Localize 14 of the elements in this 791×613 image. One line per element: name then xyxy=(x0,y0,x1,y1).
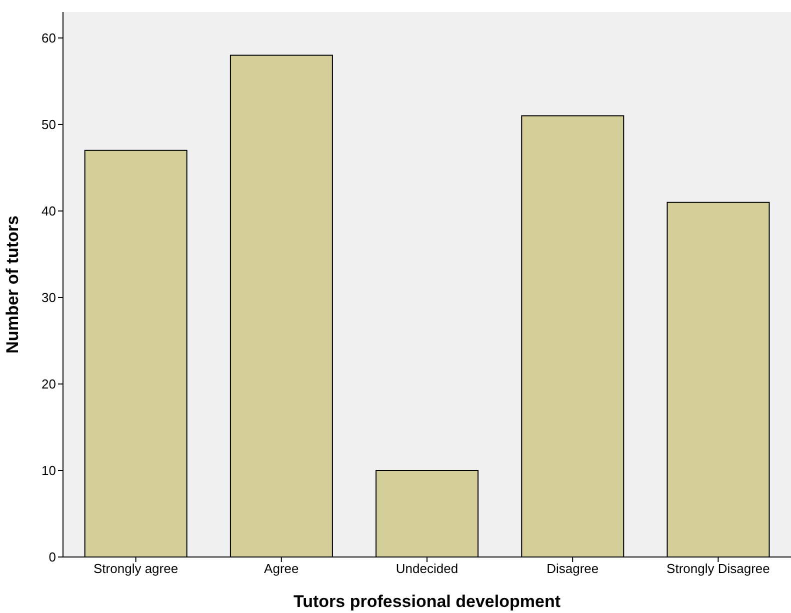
y-tick-label: 60 xyxy=(42,30,56,46)
y-tick-label: 40 xyxy=(42,204,56,219)
x-tick-label: Undecided xyxy=(396,561,458,576)
y-tick-label: 30 xyxy=(42,290,56,306)
y-axis-title: Number of tutors xyxy=(3,216,22,354)
x-tick-label: Strongly agree xyxy=(94,561,178,576)
x-tick-label: Agree xyxy=(264,561,299,576)
x-tick-label: Disagree xyxy=(546,561,599,576)
x-tick-label: Strongly Disagree xyxy=(666,561,770,576)
y-tick-label: 20 xyxy=(42,376,56,392)
y-tick-label: 50 xyxy=(42,117,56,132)
x-axis-title: Tutors professional development xyxy=(293,592,561,611)
y-tick-label: 0 xyxy=(48,550,56,565)
y-tick-label: 10 xyxy=(42,463,56,478)
